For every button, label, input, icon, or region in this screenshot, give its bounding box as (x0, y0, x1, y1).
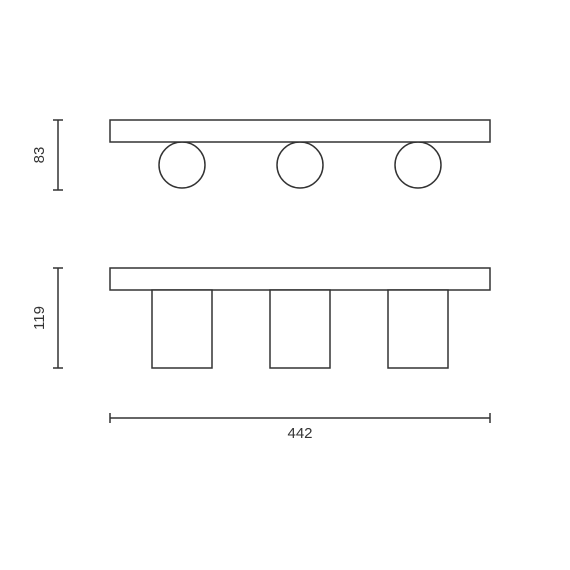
dim-label-442: 442 (287, 425, 312, 442)
technical-drawing: 83 119 442 (0, 0, 570, 570)
dim-label-83: 83 (31, 147, 48, 164)
front-block-0 (152, 290, 212, 368)
front-bar (110, 268, 490, 290)
dim-label-119: 119 (31, 306, 48, 330)
side-globe-1 (277, 142, 323, 188)
side-globe-0 (159, 142, 205, 188)
front-block-1 (270, 290, 330, 368)
side-bar (110, 120, 490, 142)
side-globe-2 (395, 142, 441, 188)
front-block-2 (388, 290, 448, 368)
